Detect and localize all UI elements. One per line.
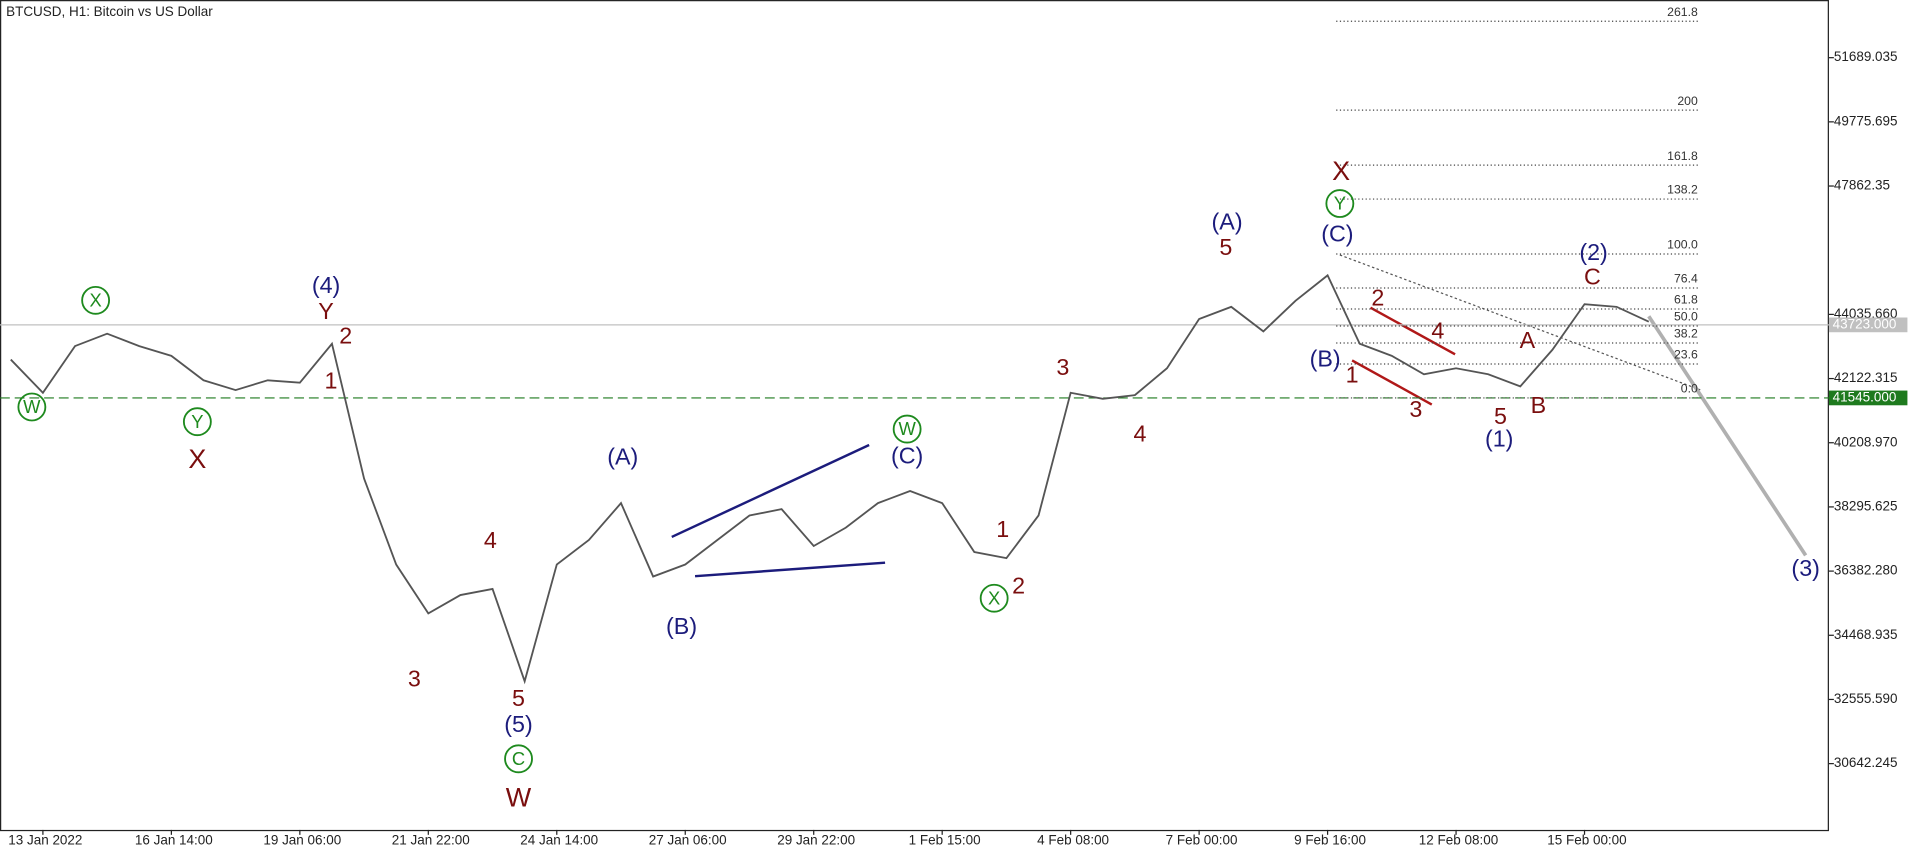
wave-circle — [182, 407, 212, 437]
x-tick-label: 13 Jan 2022 — [8, 833, 82, 848]
wave-label: 1 — [1346, 362, 1359, 388]
fib-label: 38.2 — [1674, 327, 1698, 341]
trend-line — [671, 443, 870, 539]
wave-label: X — [988, 587, 1000, 608]
price-label: 43723.000 — [1833, 316, 1897, 331]
y-tick-label: 47862.35 — [1834, 178, 1890, 193]
fib-label: 161.8 — [1667, 149, 1698, 163]
x-tick-label: 21 Jan 22:00 — [392, 833, 470, 848]
price-label-box — [1828, 317, 1908, 333]
y-tick-label: 44035.660 — [1834, 306, 1898, 321]
wave-label: Y — [1334, 193, 1346, 214]
x-tick-label: 7 Feb 00:00 — [1166, 833, 1238, 848]
wave-label: X — [89, 289, 101, 310]
fib-label: 61.8 — [1674, 293, 1698, 307]
wave-label: (C) — [891, 442, 923, 468]
wave-label: (C) — [1321, 221, 1353, 247]
trend-line — [1369, 306, 1456, 356]
wave-label: C — [512, 748, 525, 769]
wave-label: (2) — [1579, 239, 1607, 265]
wave-label: 2 — [1371, 284, 1384, 310]
fib-label: 200 — [1677, 94, 1698, 108]
plot-frame — [0, 0, 1829, 832]
wave-label: 2 — [339, 322, 352, 348]
fib-label: 76.4 — [1674, 272, 1698, 286]
wave-label: (3) — [1791, 555, 1819, 581]
wave-label: 4 — [1134, 420, 1147, 446]
wave-label: 1 — [996, 516, 1009, 542]
wave-label: A — [1520, 327, 1536, 353]
wave-label: (B) — [1310, 346, 1341, 372]
price-label: 41545.000 — [1833, 389, 1897, 404]
fib-label: 138.2 — [1667, 183, 1698, 197]
x-tick-label: 4 Feb 08:00 — [1037, 833, 1109, 848]
y-tick-label: 34468.935 — [1834, 627, 1898, 642]
fib-label: 0.0 — [1681, 382, 1698, 396]
chart-title: BTCUSD, H1: Bitcoin vs US Dollar — [6, 4, 213, 19]
x-tick-label: 15 Feb 00:00 — [1547, 833, 1626, 848]
x-tick-label: 16 Jan 14:00 — [135, 833, 213, 848]
price-label-box — [1828, 390, 1908, 406]
wave-circle — [504, 744, 533, 774]
wave-label: 1 — [325, 368, 338, 394]
wave-label: X — [188, 444, 206, 474]
wave-label: W — [23, 396, 41, 417]
wave-circle — [81, 285, 111, 315]
wave-label: (A) — [1212, 208, 1243, 234]
x-tick-label: 12 Feb 08:00 — [1419, 833, 1498, 848]
wave-circle — [17, 392, 47, 422]
y-tick-label: 38295.625 — [1834, 498, 1898, 513]
wave-label: 3 — [408, 666, 421, 692]
wave-label: 4 — [484, 527, 497, 553]
y-tick-label: 36382.280 — [1834, 563, 1898, 578]
x-tick-label: 19 Jan 06:00 — [263, 833, 341, 848]
wave-label: X — [1332, 156, 1350, 186]
wave-label: B — [1531, 392, 1547, 418]
y-tick-label: 51689.035 — [1834, 49, 1898, 64]
projection-line — [1647, 315, 1808, 557]
fib-label: 100.0 — [1667, 238, 1698, 252]
wave-label: (1) — [1485, 425, 1513, 451]
fib-label: 23.6 — [1674, 348, 1698, 362]
y-tick-label: 40208.970 — [1834, 434, 1898, 449]
wave-label: 5 — [512, 685, 525, 711]
wave-label: 5 — [1219, 234, 1232, 260]
wave-label: (5) — [504, 711, 532, 737]
wave-label: C — [1584, 263, 1601, 289]
price-line-series — [10, 273, 1650, 685]
wave-label: Y — [191, 411, 203, 432]
y-tick-label: 49775.695 — [1834, 113, 1898, 128]
y-tick-label: 42122.315 — [1834, 370, 1898, 385]
wave-label: 3 — [1056, 354, 1069, 380]
wave-label: W — [506, 782, 532, 812]
y-tick-label: 32555.590 — [1834, 691, 1898, 706]
wave-label: (A) — [607, 444, 638, 470]
wave-label: 2 — [1012, 572, 1025, 598]
x-tick-label: 29 Jan 22:00 — [777, 833, 855, 848]
wave-label: 4 — [1431, 317, 1444, 343]
wave-label: 5 — [1494, 403, 1507, 429]
x-tick-label: 9 Feb 16:00 — [1294, 833, 1366, 848]
wave-circle — [892, 414, 922, 444]
fib-label: 261.8 — [1667, 5, 1698, 19]
x-tick-label: 1 Feb 15:00 — [909, 833, 981, 848]
wave-label: 3 — [1409, 396, 1422, 422]
fib-trend-line — [1339, 254, 1701, 391]
x-tick-label: 24 Jan 14:00 — [520, 833, 598, 848]
wave-label: Y — [318, 298, 334, 324]
fib-label: 50.0 — [1674, 310, 1698, 324]
wave-label: (B) — [666, 613, 697, 639]
trend-line — [694, 561, 886, 578]
trend-lines — [671, 254, 1808, 578]
wave-label: (4) — [312, 272, 340, 298]
wave-circle — [979, 583, 1009, 613]
trend-line — [1351, 359, 1433, 406]
x-tick-label: 27 Jan 06:00 — [649, 833, 727, 848]
wave-circle — [1325, 189, 1355, 218]
y-tick-label: 30642.245 — [1834, 755, 1898, 770]
wave-label: W — [898, 418, 916, 439]
